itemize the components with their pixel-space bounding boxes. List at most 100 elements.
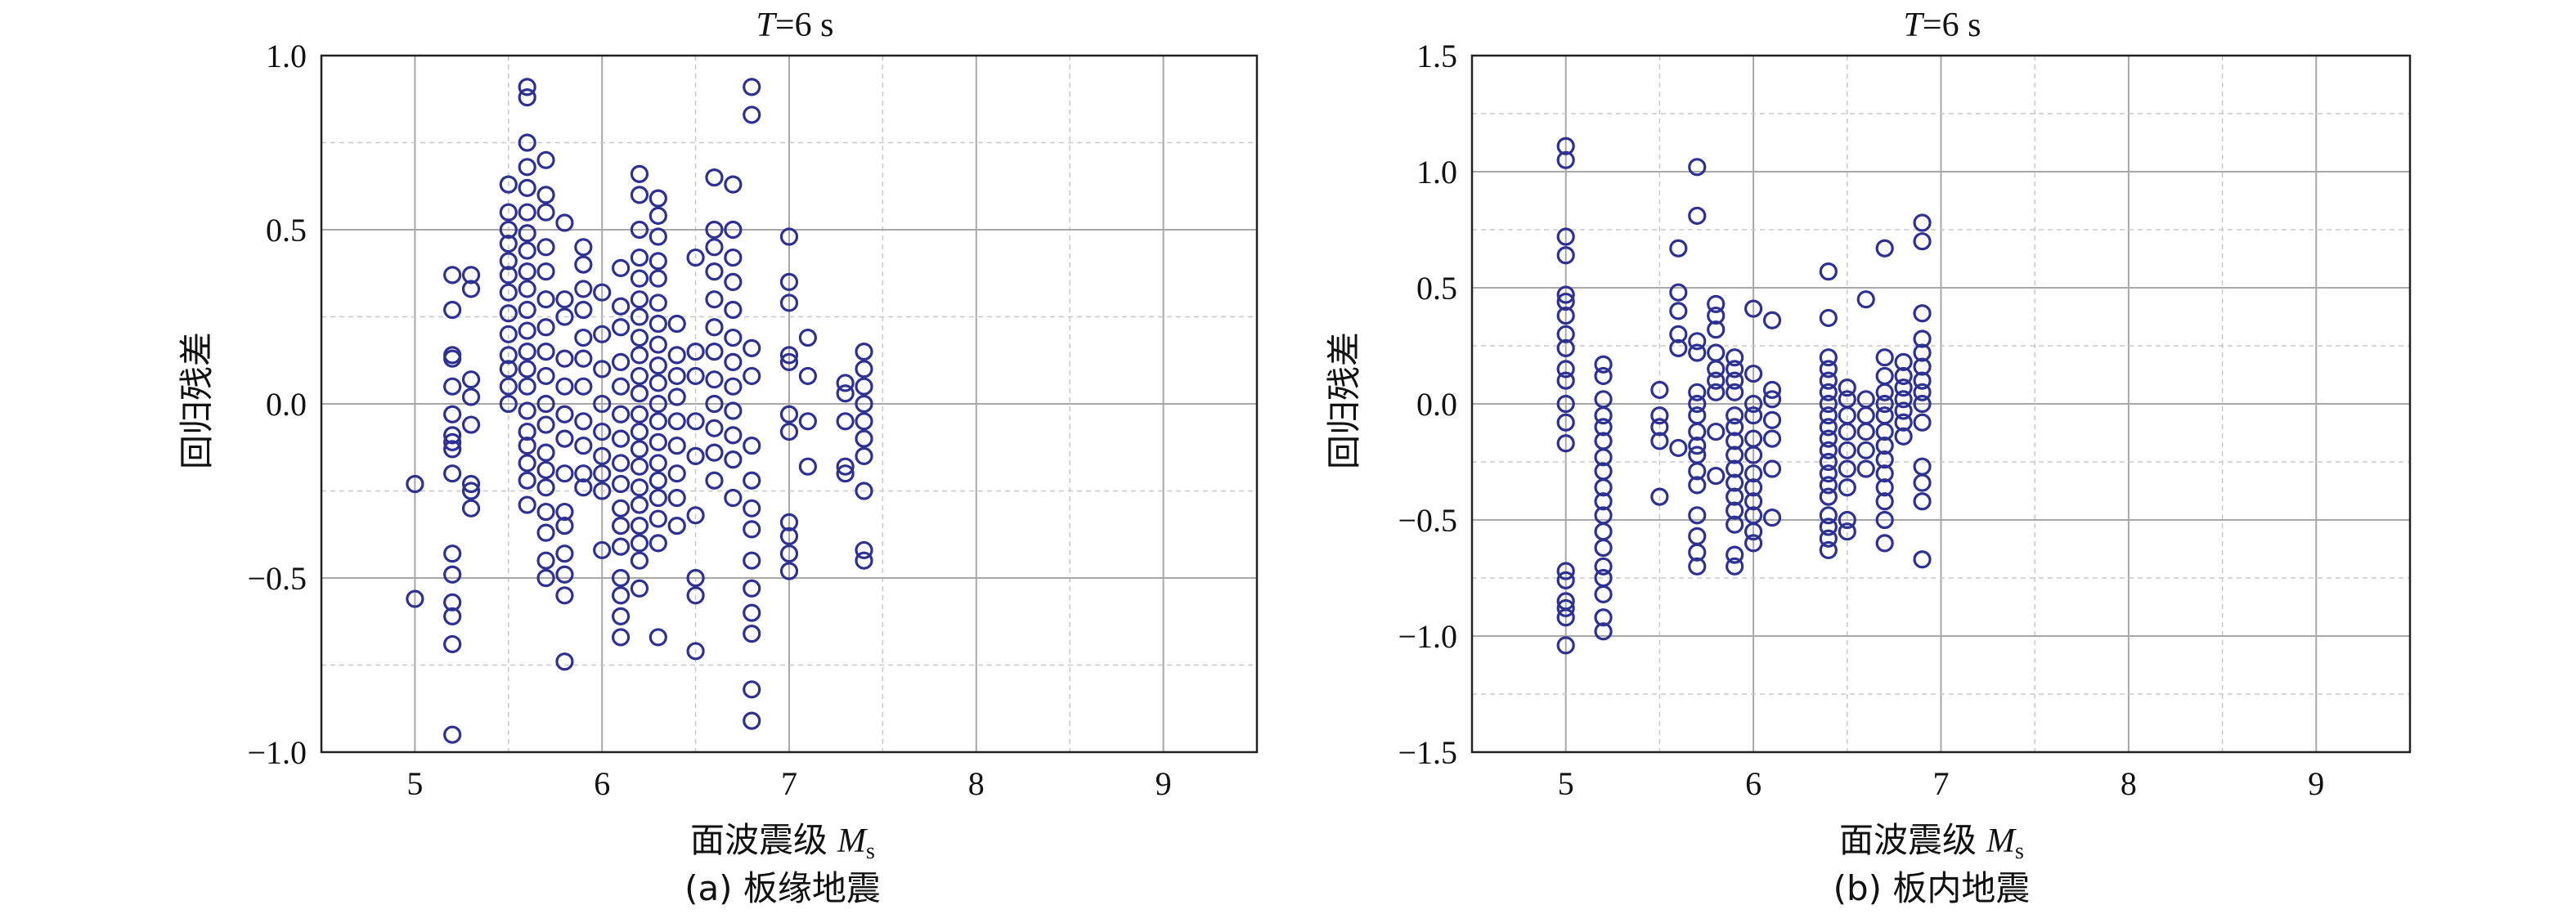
data-point — [669, 316, 684, 332]
data-point — [800, 414, 815, 429]
data-point — [1914, 306, 1930, 321]
data-point — [650, 535, 666, 551]
panel-a-y-axis-label: 回归残差 — [177, 332, 217, 469]
data-point — [707, 473, 722, 488]
data-point — [707, 344, 722, 360]
data-point — [538, 445, 554, 460]
data-point — [856, 431, 872, 446]
data-point — [1858, 292, 1874, 307]
panel-b-y-tick-labels: −1.5−1.0−0.50.00.51.01.5 — [1398, 38, 1457, 771]
data-point — [538, 320, 554, 335]
panel-a-grid — [321, 56, 1257, 752]
data-point — [707, 445, 722, 460]
data-point — [631, 518, 647, 534]
data-point — [519, 264, 535, 280]
data-point — [1914, 475, 1930, 491]
data-point — [557, 588, 572, 603]
panel-b-x-axis-label: 面波震级 Ms — [1839, 820, 2024, 864]
data-point — [557, 466, 572, 482]
data-point — [744, 605, 760, 621]
data-point — [669, 438, 684, 454]
data-point — [631, 459, 647, 474]
data-point — [856, 553, 872, 568]
data-point — [576, 281, 591, 297]
data-point — [1671, 440, 1686, 455]
data-point — [725, 403, 741, 419]
data-point — [744, 626, 760, 642]
y-tick-label: 1.5 — [1416, 38, 1457, 74]
data-point — [613, 298, 629, 314]
data-point — [725, 274, 741, 289]
data-point — [744, 368, 760, 383]
data-point — [576, 240, 591, 255]
data-point — [1858, 424, 1874, 440]
data-point — [1690, 345, 1705, 361]
data-point — [650, 455, 666, 471]
x-tick-label: 9 — [2308, 765, 2324, 802]
y-tick-label: 0.5 — [1416, 270, 1457, 307]
data-point — [1914, 494, 1930, 509]
data-point — [1708, 468, 1724, 484]
data-point — [631, 406, 647, 422]
data-point — [445, 302, 460, 317]
data-point — [538, 292, 554, 307]
panel-a-scatter-plot: −1.0−0.50.00.51.0 56789 T=6 s 回归残差 面波震级 M… — [177, 7, 1257, 908]
data-point — [1690, 408, 1705, 423]
data-point — [613, 431, 629, 446]
data-point — [650, 229, 666, 244]
data-point — [856, 379, 872, 394]
data-point — [725, 302, 741, 317]
data-point — [631, 480, 647, 495]
data-point — [1858, 461, 1874, 477]
data-point — [650, 253, 666, 269]
data-point — [557, 546, 572, 562]
data-point — [669, 518, 684, 534]
data-point — [1914, 459, 1930, 474]
data-point — [744, 438, 760, 454]
data-point — [1877, 535, 1892, 551]
data-point — [707, 240, 722, 255]
data-point — [445, 636, 460, 652]
data-point — [519, 90, 535, 105]
data-point — [576, 438, 591, 454]
data-point — [445, 267, 460, 283]
data-point — [1708, 384, 1724, 400]
data-point — [1877, 408, 1892, 423]
data-point — [725, 177, 741, 192]
data-point — [856, 448, 872, 464]
data-point — [725, 452, 741, 468]
data-point — [1671, 240, 1686, 256]
data-point — [519, 455, 535, 471]
data-point — [631, 271, 647, 286]
y-tick-label: 1.0 — [1416, 154, 1457, 190]
data-point — [1690, 208, 1705, 223]
data-point — [725, 354, 741, 370]
data-point — [613, 455, 629, 471]
data-point — [613, 260, 629, 276]
y-tick-label: −0.5 — [1398, 502, 1457, 539]
data-point — [613, 320, 629, 335]
data-point — [557, 351, 572, 366]
panel-a-y-tick-labels: −1.0−0.50.00.51.0 — [247, 38, 307, 771]
data-point — [837, 386, 853, 401]
data-point — [613, 500, 629, 516]
data-point — [650, 375, 666, 391]
data-point — [1727, 384, 1743, 400]
data-point — [445, 406, 460, 422]
data-point — [576, 257, 591, 272]
x-tick-label: 8 — [968, 765, 985, 802]
data-point — [725, 491, 741, 506]
data-point — [557, 406, 572, 422]
data-point — [576, 302, 591, 317]
x-tick-label: 7 — [781, 765, 797, 802]
data-point — [631, 187, 647, 203]
data-point — [631, 424, 647, 440]
data-point — [519, 204, 535, 220]
data-point — [538, 264, 554, 280]
data-point — [613, 476, 629, 491]
data-point — [725, 250, 741, 266]
panel-b-caption: (b) 板内地震 — [1833, 868, 2031, 908]
data-point — [538, 204, 554, 220]
x-tick-label: 5 — [1558, 765, 1574, 802]
